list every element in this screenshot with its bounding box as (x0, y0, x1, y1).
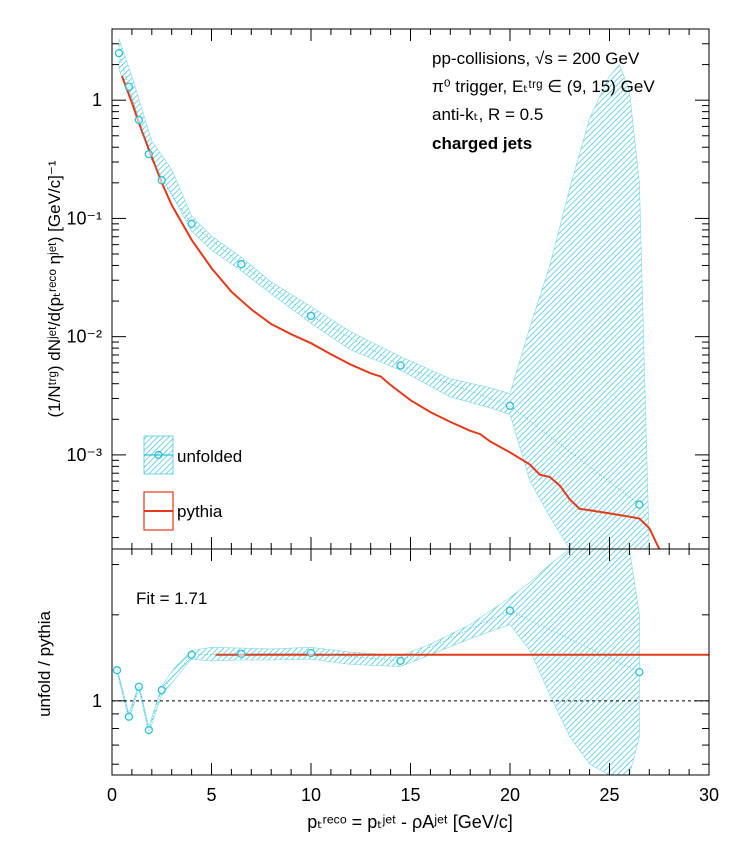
x-tick-label: 30 (699, 785, 719, 805)
ratio-data-point (306, 648, 316, 658)
spectrum-data-point (157, 176, 166, 185)
ratio-data-point (237, 649, 246, 659)
spectrum-data-point (187, 219, 196, 228)
x-tick-label: 20 (500, 785, 520, 805)
ratio-y-tick-label: 1 (92, 691, 102, 711)
annotation-energy: pp-collisions, √s = 200 GeV (432, 49, 640, 68)
ratio-axes: 0 5 10 15 20 25 30 1 (92, 548, 719, 805)
legend-unfolded-label: unfolded (177, 447, 242, 466)
ratio-data-point (157, 685, 166, 695)
pythia-curve (121, 75, 661, 549)
ratio-uncertainty-band (116, 549, 640, 775)
ratio-data-point (112, 666, 122, 675)
ratio-data-point (134, 682, 144, 691)
spectrum-y-tick-label: 10⁻² (66, 327, 102, 347)
annotation-charged-jets: charged jets (432, 134, 532, 153)
spectrum-y-tick-label: 10⁻¹ (66, 208, 102, 228)
unfolded-points (114, 48, 644, 509)
spectrum-uncertainty-band (118, 38, 650, 549)
fit-value-label: Fit = 1.71 (136, 589, 207, 608)
spectrum-data-point (396, 361, 405, 370)
annotation-algorithm: anti-kₜ, R = 0.5 (432, 105, 543, 124)
ratio-points-connector (116, 610, 640, 732)
spectrum-panel: 10⁻³ 10⁻² 10⁻¹ 1 pp-collisions, √s = 200 Ge… (45, 28, 710, 550)
spectrum-axes: 10⁻³ 10⁻² 10⁻¹ 1 (66, 28, 710, 550)
annotation-trigger: π⁰ trigger, Eₜᵗʳᵍ ∈ (9, 15) GeV (432, 77, 655, 96)
spectrum-data-point (306, 311, 316, 320)
spectrum-data-point (144, 149, 153, 159)
ratio-y-axis-label: unfold / pythia (35, 611, 54, 717)
ratio-data-point (505, 606, 515, 615)
x-tick-label: 0 (107, 785, 117, 805)
spectrum-data-point (635, 500, 644, 509)
legend-unfolded-marker (154, 450, 163, 460)
spectrum-data-point (134, 115, 144, 125)
x-tick-label: 5 (206, 785, 216, 805)
ratio-panel: 0 5 10 15 20 25 30 1 Fit = 1.71 unfold / pythia… (35, 548, 719, 832)
spectrum-y-tick-label: 10⁻³ (66, 445, 102, 465)
spectrum-data-point (505, 401, 515, 410)
ratio-data-point (124, 712, 134, 721)
ratio-data-point (635, 668, 644, 677)
ratio-data-point (187, 650, 196, 659)
ratio-data-point (144, 725, 153, 735)
x-tick-label: 25 (599, 785, 619, 805)
x-tick-label: 10 (301, 785, 321, 805)
ratio-data-point (396, 656, 405, 666)
x-axis-label: pₜʳᵉᶜᵒ = pₜʲᵉᵗ - ρAʲᵉᵗ [GeV/c] (307, 812, 513, 832)
pythia-spectrum-line (121, 75, 661, 549)
spectrum-data-point (114, 48, 124, 58)
unfolded-uncertainty-band (118, 38, 650, 549)
ratio-points (112, 606, 644, 735)
ratio-uncertainty-band (116, 549, 640, 775)
x-tick-label: 15 (400, 785, 420, 805)
legend-pythia-label: pythia (177, 502, 223, 521)
spectrum-data-point (237, 260, 246, 269)
spectrum-y-axis-label: (1/Nᵗʳᵍ) dNʲᵉᵗ/d(pₜʳᵉᶜᵒ ηʲᵉᵗ) [GeV/c]⁻¹ (45, 160, 64, 417)
spectrum-data-point (124, 82, 134, 91)
legend: unfolded pythia (143, 435, 242, 531)
spectrum-y-tick-label: 1 (92, 90, 102, 110)
